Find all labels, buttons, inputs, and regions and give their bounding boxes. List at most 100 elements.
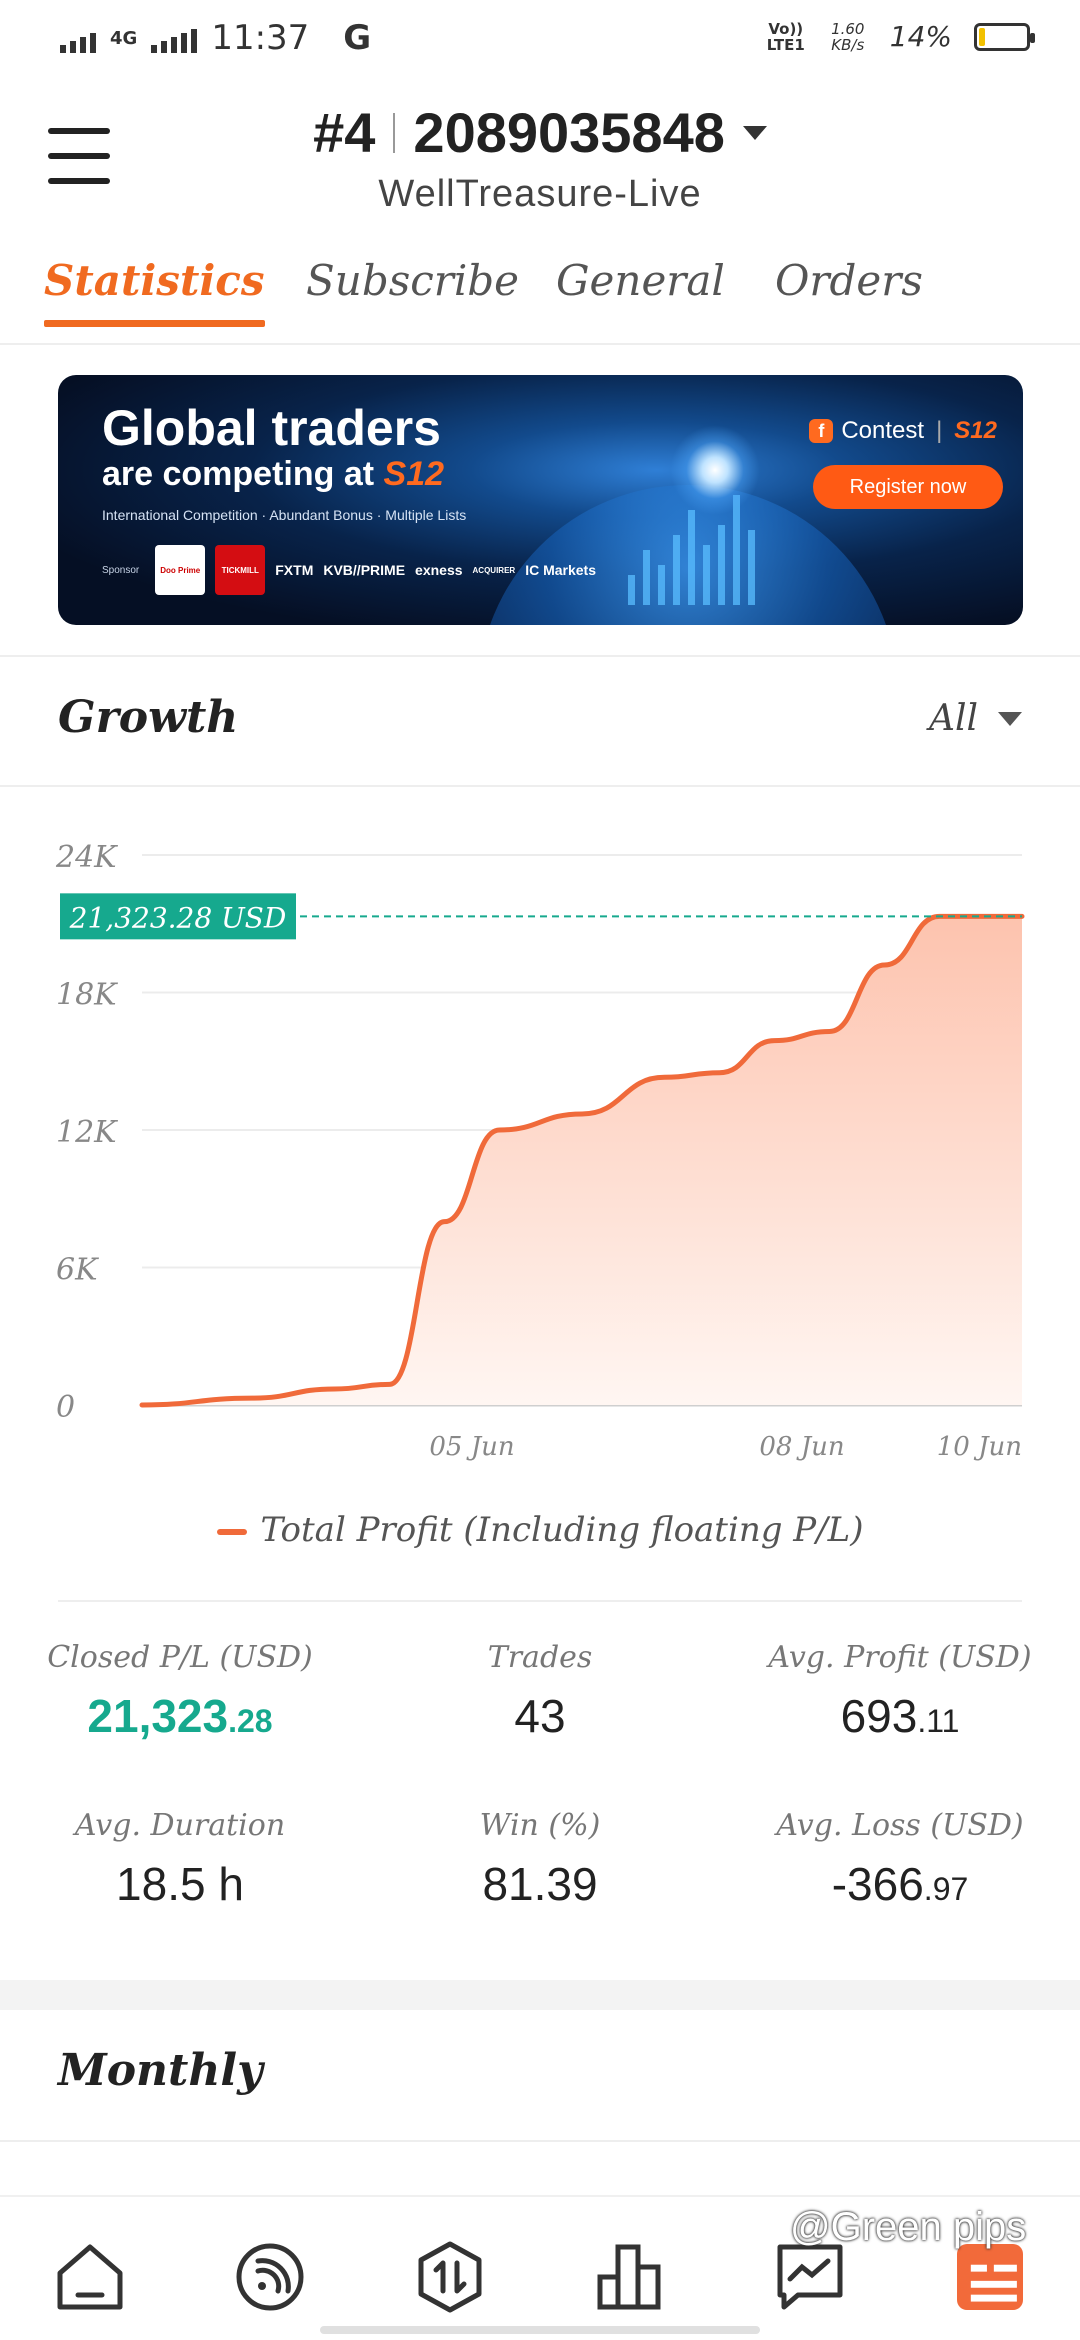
tab-orders[interactable]: Orders (775, 256, 923, 305)
banner-title-line1: Global traders (102, 400, 441, 456)
status-bar: 4G 11:37 G Vo)) LTE1 1.60 KB/s 14% (0, 0, 1080, 82)
contest-brand: S12 (954, 417, 997, 444)
status-bar-left: 4G 11:37 G (60, 18, 371, 58)
growth-title: Growth (58, 692, 239, 743)
nav-trade[interactable] (410, 2237, 490, 2317)
account-divider (393, 112, 396, 153)
stat-avg-profit: Avg. Profit (USD) 693.11 (740, 1640, 1060, 1743)
y-tick-label: 6K (56, 1253, 99, 1288)
divider (58, 1600, 1022, 1602)
sponsor-exness: exness (415, 562, 463, 578)
nav-signal[interactable] (230, 2237, 310, 2317)
home-indicator[interactable] (320, 2326, 760, 2334)
trade-icon (418, 2241, 482, 2313)
chevron-down-icon (998, 711, 1022, 726)
clock: 11:37 (211, 18, 310, 58)
stat-value-dec: .28 (228, 1703, 273, 1739)
server-name: WellTreasure-Live (378, 173, 702, 215)
stat-value: 21,323.28 (20, 1689, 340, 1743)
light-flare-graphic (670, 425, 760, 515)
stat-value: 693.11 (740, 1689, 1060, 1743)
stat-label: Avg. Profit (USD) (768, 1640, 1032, 1675)
y-tick-label: 18K (56, 978, 118, 1013)
nav-home[interactable] (50, 2237, 130, 2317)
stat-trades: Trades 43 (380, 1640, 700, 1743)
y-tick-label: 24K (55, 840, 118, 875)
contest-label: Contest (841, 417, 925, 444)
contest-logo-icon: f (809, 419, 834, 443)
monthly-title: Monthly (58, 2045, 263, 2096)
battery-fill (979, 27, 986, 46)
chart-legend: Total Profit (Including floating P/L) (0, 1510, 1080, 1550)
sponsor-doo-prime: Doo Prime (155, 545, 206, 595)
banner-title-line2: are competing at S12 (102, 457, 444, 491)
chevron-down-icon (742, 125, 767, 140)
sponsor-label: Sponsor (102, 564, 140, 576)
x-tick-label: 05 Jun (429, 1432, 514, 1462)
stat-closed-pl: Closed P/L (USD) 21,323.28 (20, 1640, 340, 1743)
stat-win: Win (%) 81.39 (380, 1808, 700, 1911)
account-rank: #4 (313, 101, 376, 164)
google-icon: G (343, 18, 372, 58)
stat-label: Win (%) (479, 1808, 601, 1843)
nav-charts[interactable] (590, 2237, 670, 2317)
divider (0, 2140, 1080, 2142)
area-fill (142, 916, 1022, 1405)
stat-value-int: -366 (831, 1858, 924, 1910)
battery-percent: 14% (889, 20, 952, 53)
section-gap (0, 1980, 1080, 2010)
volte-indicator: Vo)) LTE1 (766, 19, 805, 54)
stat-avg-loss: Avg. Loss (USD) -366.97 (740, 1808, 1060, 1911)
reference-label-bg (60, 893, 296, 940)
account-selector[interactable]: #4 2089035848 (313, 100, 767, 165)
x-tick-label: 08 Jun (759, 1432, 844, 1462)
banner-title-line2-text: are competing at (102, 455, 375, 493)
chart-bars-icon (597, 2244, 661, 2310)
stat-label: Closed P/L (USD) (47, 1640, 313, 1675)
menu-icon[interactable] (48, 128, 110, 184)
message-icon (777, 2244, 843, 2310)
tab-general[interactable]: General (556, 256, 725, 305)
sponsor-acquirer: ACQUIRER (472, 565, 516, 575)
status-bar-right: Vo)) LTE1 1.60 KB/s 14% (766, 19, 1035, 54)
contest-separator: | (936, 417, 943, 444)
bottom-nav (0, 2195, 1080, 2340)
banner-title: Global traders are competing at S12 (102, 403, 444, 491)
banner-sponsors: Sponsor Doo Prime TICKMILL FXTM KVB//PRI… (102, 545, 596, 595)
register-now-button[interactable]: Register now (813, 465, 1003, 509)
series-line (139, 913, 1025, 1408)
nav-messages[interactable] (770, 2237, 850, 2317)
banner-brand: S12 (383, 455, 445, 493)
sponsor-kvb: KVB//PRIME (323, 562, 406, 578)
battery-icon (974, 22, 1035, 51)
range-selector[interactable]: All (929, 698, 1022, 739)
contest-banner[interactable]: Global traders are competing at S12 Inte… (58, 375, 1023, 625)
profile-card-icon (957, 2244, 1023, 2310)
y-tick-label: 0 (56, 1390, 75, 1425)
sponsor-ic-markets: IC Markets (525, 562, 597, 578)
stat-value: 18.5 h (116, 1858, 244, 1910)
stat-label: Avg. Loss (USD) (776, 1808, 1024, 1843)
legend-label: Total Profit (Including floating P/L) (260, 1510, 864, 1550)
stat-value-dec: .11 (917, 1703, 960, 1739)
stat-label: Trades (487, 1640, 593, 1675)
tab-subscribe[interactable]: Subscribe (306, 256, 520, 305)
y-tick-label: 12K (56, 1115, 118, 1150)
growth-chart: 24K 18K 12K 6K 0 21,323.28 USD 05 Jun 08 Jun 10 … (0, 800, 1080, 1480)
signal-icon (236, 2243, 304, 2311)
stat-value-int: 693 (840, 1690, 918, 1742)
sponsor-fxtm: FXTM (275, 562, 314, 578)
banner-subtitle: International Competition · Abundant Bon… (102, 507, 467, 523)
divider (0, 785, 1080, 787)
account-header: #4 2089035848 WellTreasure-Live (0, 100, 1080, 216)
network-speed: 1.60 KB/s (831, 19, 865, 54)
nav-profile[interactable] (950, 2237, 1030, 2317)
watermark: @Green pips (790, 2205, 1027, 2249)
range-value: All (928, 698, 978, 739)
tab-bar: Statistics Subscribe General Orders (0, 250, 1080, 345)
network-type: 4G (110, 27, 138, 49)
stat-value: -366.97 (740, 1857, 1060, 1911)
growth-chart-svg: 24K 18K 12K 6K 0 21,323.28 USD 05 Jun 08 Jun 10 … (55, 840, 1025, 1462)
reference-label: 21,323.28 USD (69, 901, 287, 934)
tab-statistics[interactable]: Statistics (44, 256, 265, 327)
